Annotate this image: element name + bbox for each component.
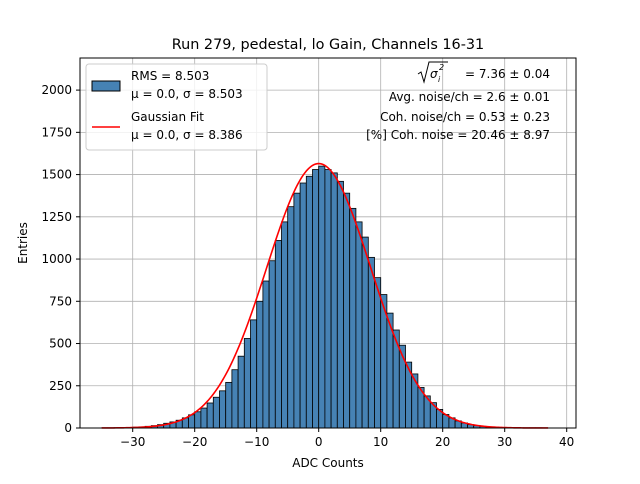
- histogram-bar: [375, 278, 381, 428]
- histogram-bar: [325, 170, 331, 428]
- histogram-bar: [300, 183, 306, 428]
- y-tick-label: 1750: [41, 125, 72, 139]
- annotation-line-3: Coh. noise/ch = 0.53 ± 0.23: [380, 110, 550, 124]
- histogram-bar: [269, 261, 275, 428]
- annotation-line-1: = 7.36 ± 0.04: [465, 67, 550, 81]
- x-tick-label: 10: [373, 435, 388, 449]
- legend: RMS = 8.503 μ = 0.0, σ = 8.503 Gaussian …: [86, 64, 267, 150]
- y-tick-label: 750: [49, 294, 72, 308]
- histogram-bar: [251, 320, 257, 428]
- histogram-bar: [350, 208, 356, 428]
- legend-histogram-stats: μ = 0.0, σ = 8.503: [131, 87, 243, 101]
- legend-histogram-swatch: [92, 81, 120, 91]
- y-tick-label: 500: [49, 337, 72, 351]
- annotation-line-4: [%] Coh. noise = 20.46 ± 8.97: [366, 128, 550, 142]
- histogram-bar: [288, 207, 294, 428]
- histogram-bar: [238, 356, 244, 428]
- histogram-bar: [313, 170, 319, 428]
- histogram-bar: [306, 176, 312, 428]
- y-tick-label: 0: [64, 421, 72, 435]
- histogram-bar: [331, 173, 337, 428]
- histogram-bar: [319, 166, 325, 428]
- histogram-bar: [257, 301, 263, 428]
- histogram-bar: [201, 408, 207, 428]
- histogram-bar: [368, 257, 374, 428]
- x-tick-label: −10: [244, 435, 269, 449]
- x-tick-label: 40: [559, 435, 574, 449]
- legend-fit-label: Gaussian Fit: [131, 110, 204, 124]
- histogram-bar: [344, 193, 350, 428]
- y-tick-label: 1500: [41, 168, 72, 182]
- histogram-bar: [220, 391, 226, 428]
- x-tick-label: 20: [435, 435, 450, 449]
- y-axis-label: Entries: [16, 222, 30, 264]
- histogram-bar: [244, 338, 250, 428]
- histogram-bar: [294, 193, 300, 428]
- histogram-bar: [263, 281, 269, 428]
- chart-title: Run 279, pedestal, lo Gain, Channels 16-…: [172, 37, 484, 53]
- histogram-bar: [412, 374, 418, 428]
- annotation-line-2: Avg. noise/ch = 2.6 ± 0.01: [389, 90, 550, 104]
- histogram-bar: [232, 370, 238, 428]
- histogram-bar: [282, 222, 288, 428]
- histogram-bar: [356, 222, 362, 428]
- histogram-bar: [207, 403, 213, 428]
- y-tick-label: 250: [49, 379, 72, 393]
- histogram-bar: [399, 345, 405, 428]
- y-tick-label: 2000: [41, 83, 72, 97]
- x-axis-label: ADC Counts: [292, 456, 364, 470]
- x-tick-label: −20: [182, 435, 207, 449]
- legend-histogram-label: RMS = 8.503: [131, 69, 209, 83]
- y-tick-label: 1250: [41, 210, 72, 224]
- x-tick-label: 30: [497, 435, 512, 449]
- histogram-bar: [337, 181, 343, 428]
- x-tick-label: 0: [315, 435, 323, 449]
- x-tick-label: −30: [120, 435, 145, 449]
- y-tick-label: 1000: [41, 252, 72, 266]
- histogram-bar: [362, 237, 368, 428]
- histogram-bar: [275, 240, 281, 428]
- legend-fit-stats: μ = 0.0, σ = 8.386: [131, 128, 243, 142]
- histogram-bar: [213, 397, 219, 428]
- histogram-bar: [226, 382, 232, 428]
- sqrt-sigma-superscript: 2: [439, 63, 444, 72]
- histogram-bar: [195, 412, 201, 428]
- sqrt-sigma: σ: [430, 67, 438, 81]
